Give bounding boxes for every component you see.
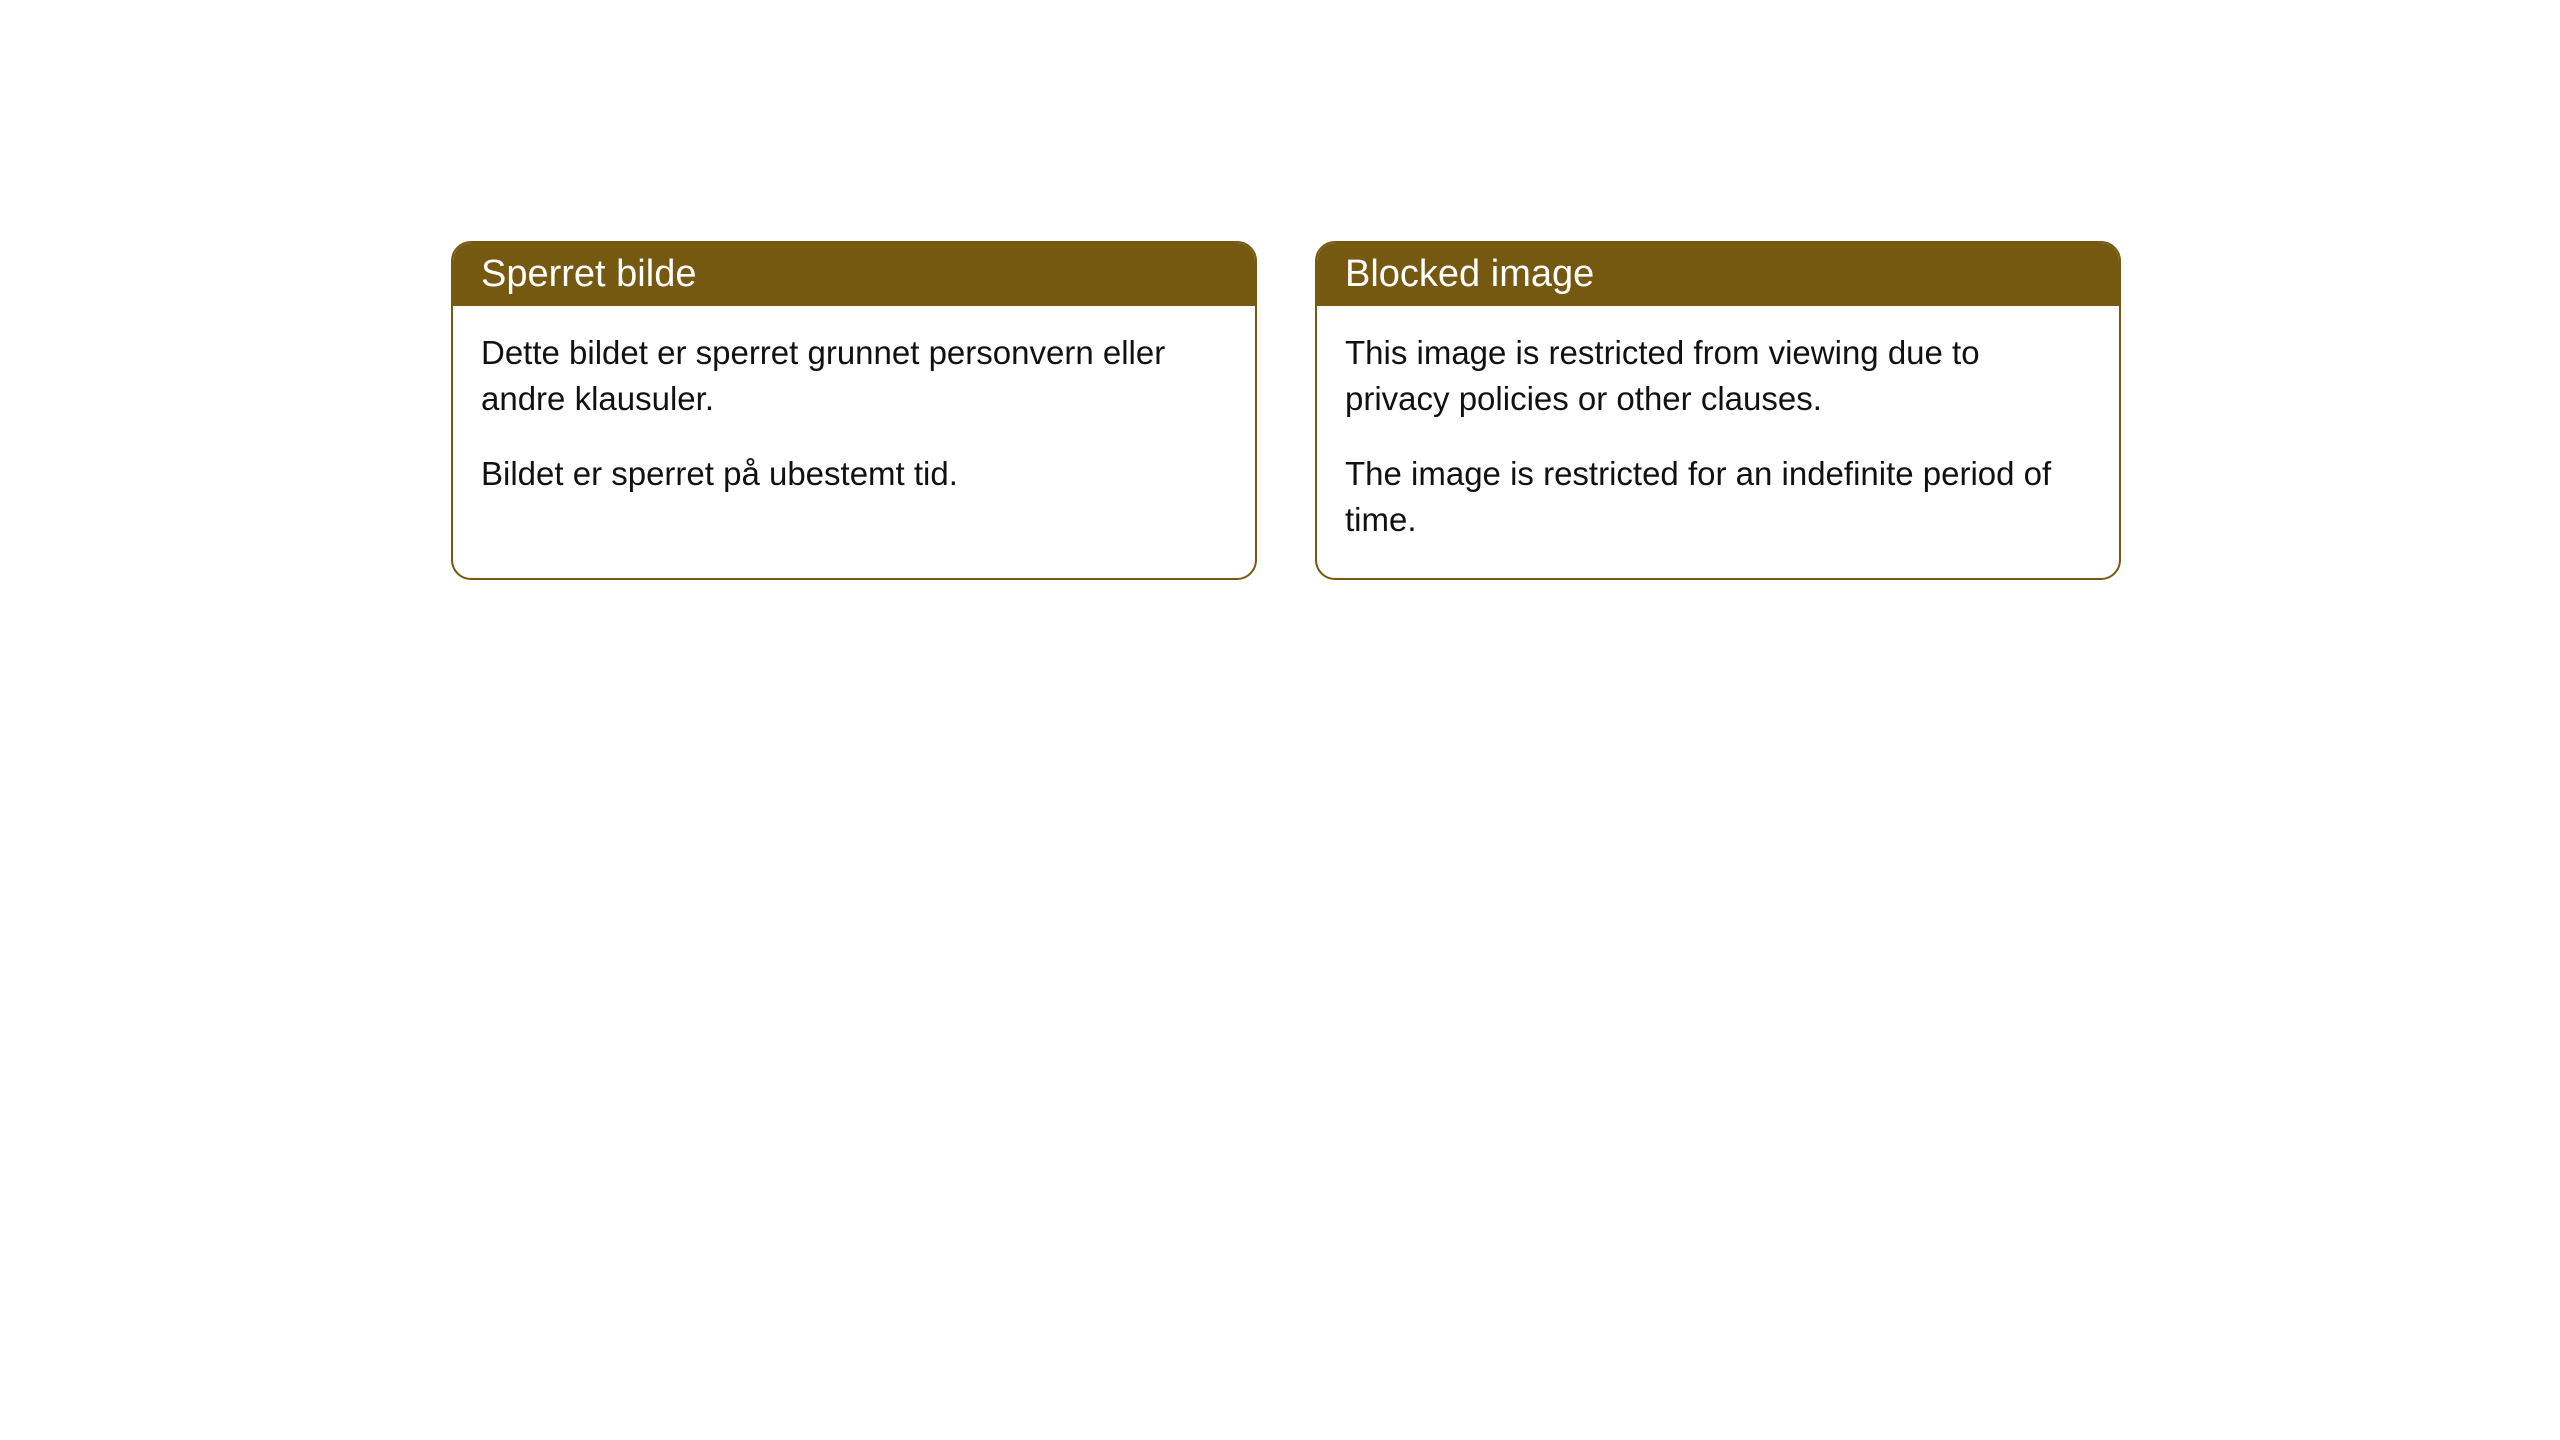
card-header-norwegian: Sperret bilde <box>453 243 1255 306</box>
card-header-english: Blocked image <box>1317 243 2119 306</box>
notice-card-english: Blocked image This image is restricted f… <box>1315 241 2121 580</box>
card-paragraph: Dette bildet er sperret grunnet personve… <box>481 330 1227 421</box>
card-paragraph: The image is restricted for an indefinit… <box>1345 451 2091 542</box>
card-paragraph: Bildet er sperret på ubestemt tid. <box>481 451 1227 497</box>
card-body-english: This image is restricted from viewing du… <box>1317 306 2119 578</box>
card-paragraph: This image is restricted from viewing du… <box>1345 330 2091 421</box>
notice-card-norwegian: Sperret bilde Dette bildet er sperret gr… <box>451 241 1257 580</box>
notice-cards-container: Sperret bilde Dette bildet er sperret gr… <box>451 241 2121 580</box>
card-title: Blocked image <box>1345 253 1594 295</box>
card-title: Sperret bilde <box>481 253 696 295</box>
card-body-norwegian: Dette bildet er sperret grunnet personve… <box>453 306 1255 533</box>
